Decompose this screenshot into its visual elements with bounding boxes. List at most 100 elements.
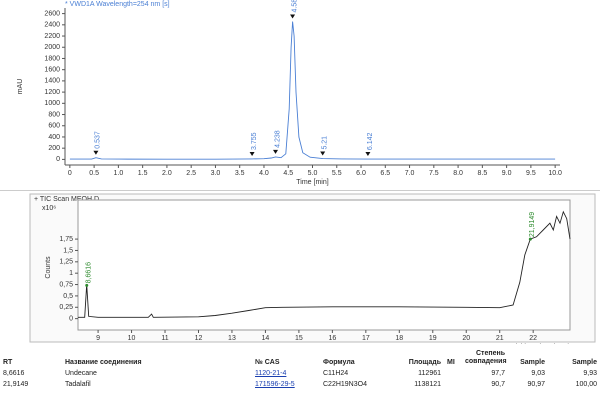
header: Sample <box>520 359 545 366</box>
x-tick-label: 15 <box>295 335 303 342</box>
cas-link[interactable]: 1120-21-4 <box>255 370 287 377</box>
y-tick-label: 1 <box>69 270 73 277</box>
x-tick-label: 2.5 <box>186 170 196 177</box>
x-tick-label: 14 <box>262 335 270 342</box>
y-tick-label: 1,25 <box>59 259 73 266</box>
y-tick-label: 1600 <box>44 67 60 74</box>
x-tick-label: 7.5 <box>429 170 439 177</box>
y-axis-label: mAU <box>17 79 24 95</box>
x-tick-label: 19 <box>429 335 437 342</box>
y-tick-label: 1,5 <box>63 247 73 254</box>
x-tick-label: 6.5 <box>380 170 390 177</box>
chart-title: + TIC Scan MEOH.D <box>34 196 99 203</box>
cell: 97,7 <box>491 370 505 377</box>
peak-label: 21,9149 <box>529 212 536 237</box>
plot-area <box>77 199 571 331</box>
y-tick-label: 600 <box>48 123 60 130</box>
peak-marker <box>365 152 371 157</box>
trace <box>69 21 556 160</box>
y-tick-label: 1,75 <box>59 236 73 243</box>
x-tick-label: 10 <box>128 335 136 342</box>
x-tick-label: 17 <box>362 335 370 342</box>
peak-label: 4.589 <box>291 0 298 12</box>
x-tick-label: 10.0 <box>548 170 562 177</box>
x-tick-label: 9 <box>96 335 100 342</box>
cell: 21,9149 <box>3 381 29 388</box>
peak-label: 8,6616 <box>86 262 93 284</box>
x-tick-label: 20 <box>462 335 470 342</box>
cell: 90,97 <box>527 381 545 388</box>
row: 8,6616 Undecane 1120-21-4 C11H24 112961 … <box>0 368 600 379</box>
x-tick-label: 9.0 <box>502 170 512 177</box>
header: Степень совпадения <box>465 350 507 365</box>
divider <box>0 190 600 191</box>
y-tick-label: 1400 <box>44 78 60 85</box>
x-tick-label: 9.5 <box>526 170 536 177</box>
y-tick-label: 400 <box>48 134 60 141</box>
cell: C11H24 <box>323 370 349 377</box>
cell: 8,6616 <box>3 370 25 377</box>
header: RT <box>3 359 13 366</box>
x-axis-label: Time [min] <box>296 179 328 186</box>
x-tick-label: 16 <box>328 335 336 342</box>
x-tick-label: 5.0 <box>308 170 318 177</box>
cell: Tadalafil <box>65 381 91 388</box>
trace <box>78 210 571 318</box>
y-tick-label: 800 <box>48 111 60 118</box>
charts: * VWD1A Wavelength=254 nm [s]02004006008… <box>0 0 600 351</box>
peak-marker <box>273 149 279 154</box>
y-tick-label: 1200 <box>44 89 60 96</box>
x-tick-label: 8.0 <box>453 170 463 177</box>
x-tick-label: 7.0 <box>405 170 415 177</box>
peak-marker <box>290 14 296 19</box>
x-tick-label: 3.5 <box>235 170 245 177</box>
peak-marker <box>249 151 255 156</box>
x-tick-label: 5.5 <box>332 170 342 177</box>
peak-marker <box>528 237 532 241</box>
chart-title: * VWD1A Wavelength=254 nm [s] <box>65 1 170 8</box>
peak-marker <box>93 150 99 155</box>
y-tick-label: 200 <box>48 145 60 152</box>
cell: Undecane <box>65 370 97 377</box>
cell: 9,93 <box>583 370 597 377</box>
cell: 112961 <box>418 370 441 377</box>
y-tick-label: 2200 <box>44 33 60 40</box>
x-tick-label: 0 <box>68 170 72 177</box>
header: Название соединения <box>65 359 142 366</box>
peak-marker <box>320 151 326 156</box>
cell: 9,03 <box>531 370 545 377</box>
peak-label: 3.755 <box>251 132 258 150</box>
cell: 1138121 <box>414 381 441 388</box>
x-tick-label: 4.0 <box>259 170 269 177</box>
header: № CAS <box>255 359 280 366</box>
cell: 90,7 <box>491 381 505 388</box>
x-tick-label: 1.5 <box>138 170 148 177</box>
x-tick-label: 4.5 <box>283 170 293 177</box>
header: Формула <box>323 359 355 366</box>
y-multiplier: x10⁶ <box>42 205 56 212</box>
header: MI <box>447 359 455 366</box>
y-tick-label: 0 <box>69 315 73 322</box>
y-tick-label: 0,5 <box>63 293 73 300</box>
x-tick-label: 12 <box>195 335 203 342</box>
x-tick-label: 1.0 <box>114 170 124 177</box>
x-tick-label: 2.0 <box>162 170 172 177</box>
y-tick-label: 1000 <box>44 100 60 107</box>
results-table: RT Название соединения № CAS Формула Пло… <box>0 344 600 390</box>
peak-marker <box>85 283 89 287</box>
y-tick-label: 0,25 <box>59 304 73 311</box>
cell: 100,00 <box>575 381 597 388</box>
cell: C22H19N3O4 <box>323 381 367 388</box>
header-row: RT Название соединения № CAS Формула Пло… <box>0 344 600 368</box>
x-tick-label: 21 <box>496 335 504 342</box>
x-tick-label: 8.5 <box>477 170 487 177</box>
x-tick-label: 22 <box>529 335 537 342</box>
peak-label: 6.142 <box>367 132 374 150</box>
header: Площадь <box>408 359 441 366</box>
header: Sample <box>572 359 597 366</box>
peak-label: 4.238 <box>274 130 281 148</box>
cas-link[interactable]: 171596-29-5 <box>255 381 295 388</box>
y-axis-label: Counts <box>45 256 52 279</box>
y-tick-label: 2000 <box>44 44 60 51</box>
y-tick-label: 0,75 <box>59 281 73 288</box>
